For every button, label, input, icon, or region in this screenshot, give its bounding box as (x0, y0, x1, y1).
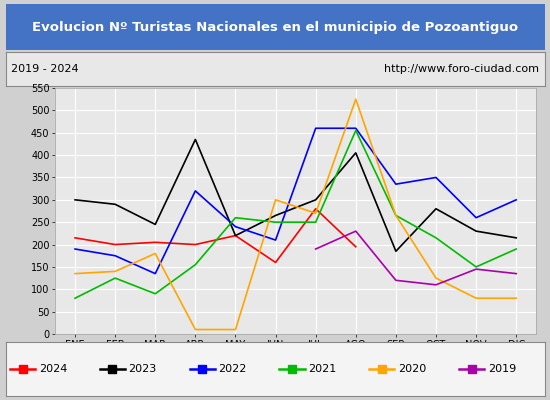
Text: http://www.foro-ciudad.com: http://www.foro-ciudad.com (384, 64, 539, 74)
Text: 2022: 2022 (218, 364, 247, 374)
Text: 2024: 2024 (39, 364, 67, 374)
Text: 2023: 2023 (129, 364, 157, 374)
Text: 2019 - 2024: 2019 - 2024 (11, 64, 79, 74)
Text: Evolucion Nº Turistas Nacionales en el municipio de Pozoantiguo: Evolucion Nº Turistas Nacionales en el m… (32, 20, 518, 34)
Text: 2019: 2019 (488, 364, 516, 374)
Text: 2020: 2020 (398, 364, 426, 374)
Text: 2021: 2021 (308, 364, 337, 374)
